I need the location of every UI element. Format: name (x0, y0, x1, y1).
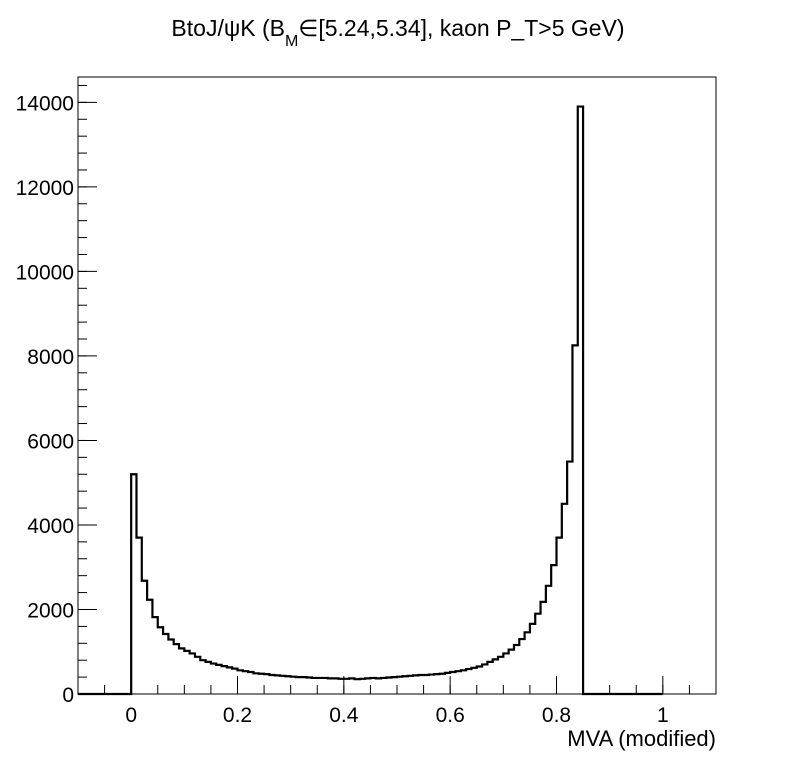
y-tick-label: 0 (62, 684, 74, 707)
x-tick-label: 0.8 (542, 704, 571, 727)
y-axis-ticks: 0 2000 4000 6000 8000 10000 12000 14000 (16, 84, 97, 707)
plot-frame (77, 76, 717, 695)
x-tick-label: 0.4 (329, 704, 359, 727)
x-tick-label: 0 (125, 704, 137, 727)
x-tick-label: 0.2 (223, 704, 252, 727)
chart-title-rest: ∈[5.24,5.34], kaon P_T>5 GeV) (298, 15, 624, 41)
y-tick-label: 2000 (27, 599, 74, 622)
x-axis-ticks: 0 0.2 0.4 0.6 0.8 1 (77, 676, 717, 727)
y-tick-label: 8000 (27, 346, 74, 369)
y-tick-label: 12000 (16, 177, 74, 200)
chart-title: BtoJ/ψK (BM∈[5.24,5.34], kaon P_T>5 GeV) (171, 15, 624, 50)
chart-title-main: BtoJ/ψK (B (171, 15, 285, 41)
chart-title-subscript: M (285, 33, 298, 50)
x-tick-label: 0.6 (436, 704, 465, 727)
histogram-series-line (78, 105, 663, 696)
y-tick-label: 4000 (27, 515, 74, 538)
x-tick-label: 1 (657, 704, 669, 727)
y-tick-label: 10000 (16, 261, 74, 284)
x-axis-label: MVA (modified) (567, 726, 716, 751)
y-tick-label: 6000 (27, 430, 74, 453)
y-tick-label: 14000 (16, 92, 74, 115)
